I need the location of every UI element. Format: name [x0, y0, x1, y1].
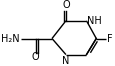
Text: F: F	[106, 34, 112, 43]
Text: NH: NH	[87, 16, 101, 26]
Text: O: O	[32, 52, 39, 62]
Text: N: N	[62, 56, 69, 66]
Text: H₂N: H₂N	[1, 34, 20, 43]
Text: O: O	[62, 0, 69, 10]
